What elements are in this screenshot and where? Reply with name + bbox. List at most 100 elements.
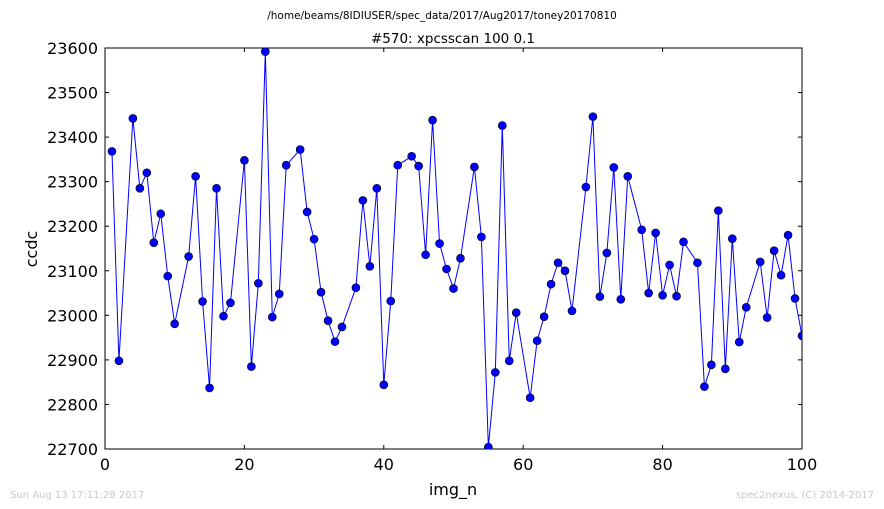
data-point <box>539 312 549 321</box>
y-tick-label: 23300 <box>47 173 98 192</box>
data-point <box>790 294 800 303</box>
data-point <box>644 288 653 298</box>
data-point <box>658 290 667 300</box>
data-point <box>602 248 612 258</box>
data-point <box>302 207 312 217</box>
data-point <box>226 298 235 308</box>
data-point <box>309 234 319 244</box>
data-point <box>762 313 772 322</box>
y-tick-label: 22900 <box>47 351 98 370</box>
data-point <box>128 114 138 123</box>
data-point <box>477 232 486 242</box>
data-point <box>281 160 291 170</box>
data-point <box>679 237 688 247</box>
data-point <box>449 284 458 293</box>
data-point <box>414 161 423 171</box>
x-tick-label: 20 <box>234 455 254 474</box>
data-point <box>240 155 249 165</box>
data-point <box>149 238 159 248</box>
data-point <box>261 48 270 56</box>
x-tick-label: 60 <box>513 455 533 474</box>
y-tick-label: 22800 <box>47 395 98 414</box>
data-point <box>553 258 563 268</box>
x-axis: 0 20 40 60 80 100 <box>100 48 817 474</box>
data-point <box>267 312 277 322</box>
data-point <box>783 230 793 240</box>
data-point <box>219 311 228 321</box>
data-point <box>407 151 416 161</box>
data-point <box>330 337 340 346</box>
series-ccdc <box>107 48 802 449</box>
data-point <box>156 209 166 219</box>
x-tick-label: 100 <box>787 455 818 474</box>
data-point <box>693 258 702 268</box>
footer-credit: spec2nexus, (C) 2014-2017 <box>736 490 874 501</box>
data-point <box>616 294 626 304</box>
data-point <box>581 182 591 192</box>
chart-title: #570: xpcsscan 100 0.1 <box>371 31 535 47</box>
data-point <box>170 319 179 329</box>
x-axis-label: img_n <box>429 480 477 500</box>
data-point <box>755 257 765 267</box>
data-point <box>205 383 214 393</box>
data-point <box>504 356 514 366</box>
data-point <box>776 270 786 280</box>
data-point <box>274 289 284 299</box>
data-point <box>588 112 598 121</box>
data-point <box>421 250 430 260</box>
data-point <box>714 206 723 215</box>
data-point <box>769 246 779 256</box>
series-line <box>111 51 802 448</box>
data-point <box>560 266 570 276</box>
data-point <box>435 239 444 248</box>
y-axis: 22700 22800 22900 23000 23100 23200 23300 23400… <box>47 39 802 459</box>
data-point <box>142 168 152 178</box>
data-point <box>665 260 674 270</box>
data-point <box>609 163 619 172</box>
data-point <box>672 291 681 301</box>
data-point <box>484 442 493 449</box>
y-tick-label: 23600 <box>47 39 98 58</box>
data-point <box>114 356 124 366</box>
data-point <box>707 360 716 370</box>
data-point <box>637 225 646 235</box>
data-point <box>379 380 389 390</box>
y-tick-label: 23100 <box>47 262 98 281</box>
data-point <box>442 264 451 274</box>
x-tick-label: 0 <box>100 455 110 474</box>
data-point <box>532 336 542 346</box>
data-point <box>107 147 117 156</box>
data-point <box>546 279 556 289</box>
plot-frame <box>104 47 803 450</box>
data-point <box>595 292 605 301</box>
y-tick-label: 23400 <box>47 128 98 147</box>
data-point <box>372 184 382 193</box>
data-point <box>184 252 193 261</box>
data-point <box>721 364 730 374</box>
data-point <box>247 362 256 371</box>
data-point <box>734 337 744 347</box>
data-point <box>727 234 737 243</box>
data-point <box>386 296 396 306</box>
x-tick-label: 80 <box>652 455 672 474</box>
y-tick-label: 23500 <box>47 84 98 103</box>
data-point <box>254 278 263 288</box>
data-point <box>351 283 361 293</box>
file-path-header: /home/beams/8IDIUSER/spec_data/2017/Aug2… <box>267 10 617 22</box>
y-axis-label: ccdc <box>22 231 41 268</box>
data-point <box>365 262 375 271</box>
plot-area <box>104 47 803 450</box>
data-point <box>337 322 347 332</box>
data-point <box>358 196 368 205</box>
data-point <box>797 331 802 341</box>
data-point <box>497 121 507 130</box>
data-point <box>212 184 221 193</box>
data-point <box>525 393 535 403</box>
data-point <box>623 172 633 181</box>
data-point <box>741 303 751 312</box>
data-point <box>428 115 437 125</box>
data-point <box>135 184 145 193</box>
data-point <box>295 145 305 154</box>
data-point <box>470 162 479 172</box>
